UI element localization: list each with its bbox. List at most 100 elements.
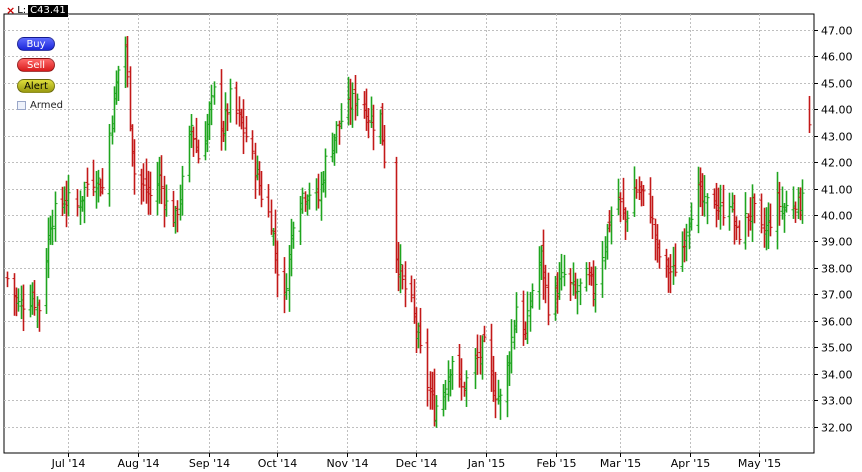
up-bar xyxy=(562,254,567,287)
down-bar xyxy=(418,307,423,354)
armed-toggle[interactable]: Armed xyxy=(17,100,63,111)
down-bar xyxy=(482,325,487,343)
down-bar xyxy=(32,280,37,316)
y-tick-label: 42.00 xyxy=(821,157,853,170)
down-bar xyxy=(159,155,164,205)
up-bar xyxy=(180,165,185,216)
alert-button[interactable]: Alert xyxy=(17,79,55,93)
down-bar xyxy=(403,261,408,308)
up-bar xyxy=(398,244,403,294)
x-tick-label: Aug '14 xyxy=(118,457,160,470)
down-bar xyxy=(250,130,255,160)
down-bar xyxy=(546,272,551,326)
up-bar xyxy=(16,288,21,312)
down-bar xyxy=(793,201,798,223)
down-bar xyxy=(225,103,230,132)
down-bar xyxy=(650,195,655,240)
down-bar xyxy=(759,193,764,234)
y-tick-label: 47.00 xyxy=(821,25,853,38)
last-label: L: xyxy=(17,5,27,16)
down-bar xyxy=(734,216,739,241)
up-bar xyxy=(443,379,448,410)
down-bar xyxy=(196,139,201,164)
up-bar xyxy=(355,93,360,117)
y-tick-label: 35.00 xyxy=(821,342,853,355)
y-tick-label: 33.00 xyxy=(821,395,853,408)
up-bar xyxy=(784,190,789,213)
x-tick-label: Sep '14 xyxy=(189,457,230,470)
close-icon[interactable]: × xyxy=(6,4,16,17)
down-bar xyxy=(568,268,573,301)
down-bar xyxy=(668,254,673,294)
up-bar xyxy=(625,210,630,232)
last-price-readout: × L: C43.41 xyxy=(6,4,68,18)
armed-checkbox[interactable] xyxy=(17,101,26,110)
up-bar xyxy=(434,395,439,428)
up-bar xyxy=(509,319,514,374)
up-bar xyxy=(584,262,589,292)
up-bar xyxy=(702,175,707,217)
up-bar xyxy=(291,221,296,249)
down-bar xyxy=(91,159,96,197)
down-bar xyxy=(371,104,376,151)
down-bar xyxy=(400,264,405,290)
down-bar xyxy=(657,239,662,269)
down-bar xyxy=(366,108,371,139)
down-bar xyxy=(191,126,196,157)
y-tick-label: 43.00 xyxy=(821,131,853,144)
x-tick-label: Oct '14 xyxy=(258,457,298,470)
y-tick-label: 41.00 xyxy=(821,184,853,197)
up-bar xyxy=(307,182,312,210)
up-bar xyxy=(450,356,455,390)
down-bar xyxy=(737,220,742,245)
down-bar xyxy=(132,139,137,195)
down-bar xyxy=(75,189,80,217)
down-bar xyxy=(148,171,153,215)
up-bar xyxy=(600,241,605,298)
buy-button[interactable]: Buy xyxy=(17,37,55,51)
y-tick-label: 32.00 xyxy=(821,422,853,435)
down-bar xyxy=(244,116,249,143)
up-bar xyxy=(575,278,580,315)
up-bar xyxy=(334,121,339,154)
armed-label: Armed xyxy=(30,100,64,111)
up-bar xyxy=(50,209,55,246)
up-bar xyxy=(66,174,71,217)
x-tick-label: Jul '14 xyxy=(51,457,86,470)
y-tick-label: 40.00 xyxy=(821,210,853,223)
up-bar xyxy=(593,266,598,313)
x-tick-label: Nov '14 xyxy=(327,457,369,470)
y-tick-label: 34.00 xyxy=(821,369,853,382)
down-bar xyxy=(21,284,26,332)
down-bar xyxy=(543,264,548,304)
up-bar xyxy=(284,273,289,300)
up-bar xyxy=(578,278,583,306)
up-bar xyxy=(189,113,194,148)
up-bar xyxy=(464,370,469,407)
down-bar xyxy=(768,203,773,237)
sell-button[interactable]: Sell xyxy=(17,58,55,72)
down-bar xyxy=(777,181,782,226)
up-bar xyxy=(82,181,87,224)
up-bar xyxy=(530,283,535,309)
up-bar xyxy=(212,81,217,105)
down-bar xyxy=(85,167,90,197)
y-tick-label: 39.00 xyxy=(821,236,853,249)
x-axis: Jul '14 Aug '14 Sep '14 Oct '14 Nov '14 Dec '… xyxy=(51,453,781,470)
y-tick-label: 36.00 xyxy=(821,316,853,329)
up-bar xyxy=(684,223,689,262)
up-bar xyxy=(107,123,112,207)
down-bar xyxy=(316,173,321,209)
up-bar xyxy=(323,148,328,198)
x-tick-label: Feb '15 xyxy=(537,457,577,470)
down-bar xyxy=(721,184,726,226)
down-bar xyxy=(808,95,812,134)
down-bar xyxy=(241,99,246,155)
up-bar xyxy=(209,84,214,126)
grid-lines xyxy=(4,14,814,453)
y-axis: 32.00 33.00 34.00 35.00 36.00 37.00 38.00 39.00… xyxy=(814,25,853,435)
y-tick-label: 38.00 xyxy=(821,263,853,276)
y-tick-label: 44.00 xyxy=(821,104,853,117)
x-tick-label: Jan '15 xyxy=(467,457,505,470)
